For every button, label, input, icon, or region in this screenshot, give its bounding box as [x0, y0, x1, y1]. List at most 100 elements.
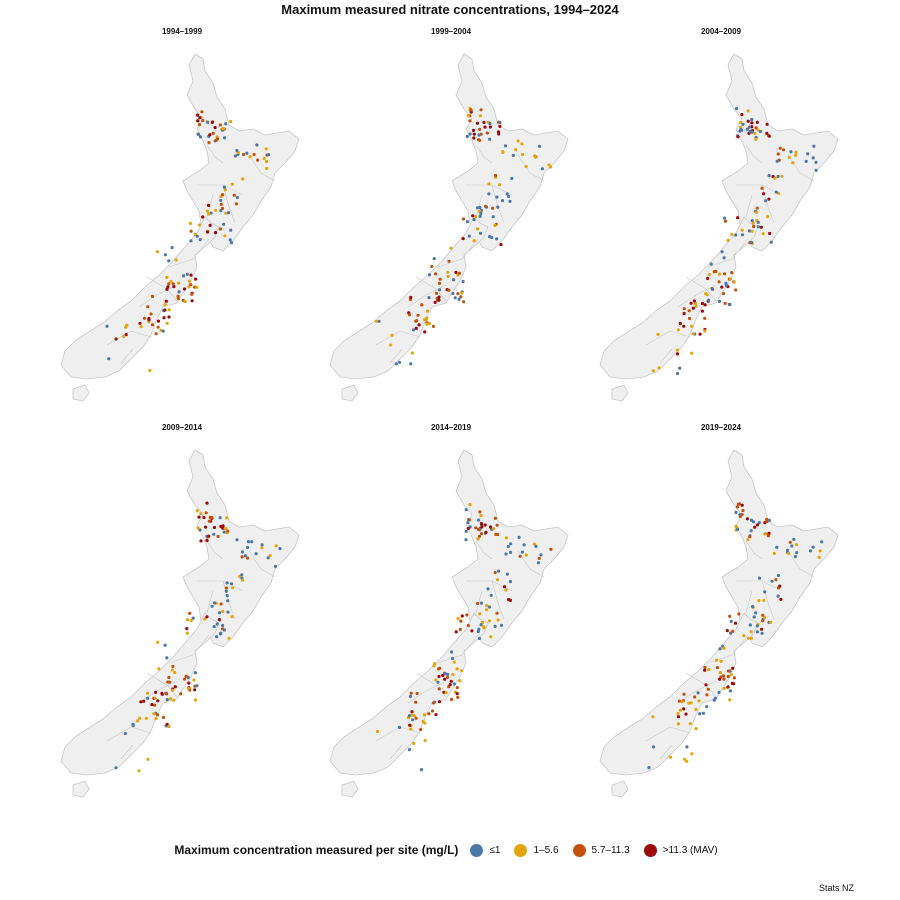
monitoring-site-point: [755, 523, 759, 527]
monitoring-site-point: [488, 137, 492, 141]
legend-swatch: [572, 843, 586, 857]
monitoring-site-point: [758, 129, 762, 134]
monitoring-site-point: [749, 240, 754, 244]
legend-label: 1–5.6: [533, 844, 559, 856]
monitoring-site-point: [757, 521, 761, 525]
monitoring-site-point: [260, 543, 264, 547]
monitoring-site-point: [698, 332, 702, 336]
monitoring-site-point: [712, 698, 716, 702]
region-boundary: [106, 726, 152, 742]
monitoring-site-point: [446, 672, 450, 676]
monitoring-site-point: [264, 147, 268, 151]
monitoring-site-point: [163, 308, 167, 312]
monitoring-site-point: [218, 632, 223, 636]
monitoring-site-point: [680, 700, 684, 704]
monitoring-site-point: [197, 223, 202, 227]
monitoring-site-point: [468, 503, 472, 507]
monitoring-site-point: [775, 545, 779, 549]
monitoring-site-point: [448, 683, 452, 687]
monitoring-site-point: [682, 307, 686, 311]
monitoring-site-point: [219, 602, 223, 606]
monitoring-site-point: [751, 604, 755, 609]
monitoring-site-point: [687, 309, 691, 313]
monitoring-site-point: [757, 576, 762, 580]
monitoring-site-point: [427, 296, 431, 300]
monitoring-site-point: [454, 630, 458, 634]
monitoring-site-point: [761, 619, 765, 623]
monitoring-site-point: [471, 128, 476, 132]
monitoring-site-point: [494, 173, 498, 178]
legend-label: >11.3 (MAV): [662, 844, 718, 856]
monitoring-site-point: [735, 107, 739, 111]
monitoring-site-point: [437, 667, 441, 671]
monitoring-site-point: [714, 269, 718, 273]
south-island: [599, 612, 759, 776]
monitoring-site-point: [731, 666, 735, 670]
monitoring-site-point: [221, 610, 225, 614]
monitoring-site-point: [790, 544, 794, 548]
monitoring-site-point: [131, 723, 135, 728]
monitoring-site-point: [191, 616, 195, 620]
monitoring-site-point: [701, 711, 705, 715]
monitoring-site-point: [430, 264, 434, 269]
monitoring-site-point: [146, 696, 150, 700]
monitoring-site-point: [754, 126, 758, 130]
monitoring-site-point: [769, 620, 773, 624]
monitoring-site-point: [789, 150, 793, 154]
monitoring-site-point: [676, 328, 680, 332]
monitoring-site-point: [262, 156, 266, 160]
monitoring-site-point: [514, 148, 518, 152]
monitoring-site-point: [221, 623, 225, 628]
monitoring-site-point: [188, 221, 193, 225]
monitoring-site-point: [165, 275, 169, 279]
monitoring-site-point: [434, 713, 438, 717]
monitoring-site-point: [495, 578, 500, 582]
monitoring-site-point: [460, 669, 464, 673]
monitoring-site-point: [518, 554, 522, 558]
monitoring-site-point: [427, 321, 432, 326]
monitoring-site-point: [170, 668, 174, 672]
monitoring-site-point: [685, 745, 689, 749]
monitoring-site-point: [487, 619, 491, 623]
region-boundary: [222, 184, 236, 224]
monitoring-site-point: [438, 700, 442, 704]
monitoring-site-point: [138, 321, 142, 325]
monitoring-site-point: [722, 216, 727, 220]
monitoring-site-point: [496, 205, 500, 209]
monitoring-site-point: [787, 155, 791, 159]
monitoring-site-point: [465, 134, 469, 139]
monitoring-site-point: [152, 712, 156, 716]
monitoring-site-point: [137, 769, 141, 773]
monitoring-site-point: [768, 231, 772, 236]
monitoring-site-point: [811, 545, 815, 549]
region-boundary: [138, 284, 178, 308]
monitoring-site-point: [740, 503, 744, 507]
monitoring-site-point: [498, 120, 502, 125]
region-boundary: [168, 238, 210, 268]
monitoring-site-point: [756, 220, 760, 224]
monitoring-site-point: [409, 295, 413, 299]
monitoring-site-point: [728, 689, 732, 693]
monitoring-site-point: [726, 238, 730, 242]
monitoring-site-point: [150, 294, 155, 298]
monitoring-site-point: [504, 588, 508, 592]
monitoring-site-point: [705, 705, 709, 709]
region-boundary: [659, 348, 673, 364]
monitoring-site-point: [460, 291, 464, 295]
monitoring-site-point: [432, 701, 436, 705]
north-island: [721, 449, 839, 648]
monitoring-site-point: [210, 120, 214, 124]
monitoring-site-point: [227, 636, 231, 640]
legend-label: ≤1: [489, 844, 501, 856]
monitoring-site-point: [779, 597, 783, 601]
region-boundary: [787, 154, 815, 182]
monitoring-site-point: [240, 573, 244, 577]
region-boundary: [138, 680, 178, 704]
monitoring-site-point: [536, 561, 540, 565]
monitoring-site-point: [820, 540, 824, 544]
monitoring-site-point: [808, 549, 813, 553]
monitoring-site-point: [496, 618, 500, 622]
monitoring-site-point: [446, 270, 450, 274]
monitoring-site-point: [517, 535, 521, 539]
monitoring-site-point: [172, 698, 176, 702]
